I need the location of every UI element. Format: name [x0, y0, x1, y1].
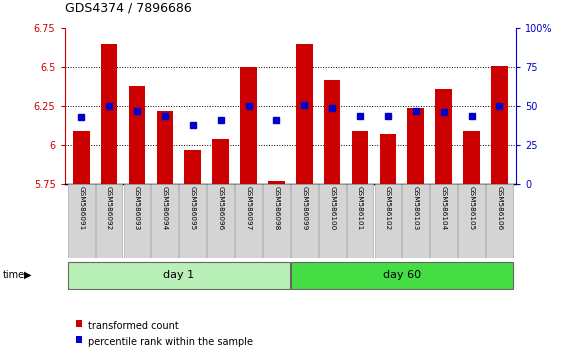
Text: GSM586096: GSM586096	[218, 186, 224, 230]
Bar	[435, 89, 452, 184]
Bar	[73, 131, 90, 184]
Bar	[486, 184, 513, 258]
Bar	[68, 262, 290, 289]
Text: GSM586095: GSM586095	[190, 186, 196, 230]
Bar	[207, 184, 234, 258]
Text: GSM586093: GSM586093	[134, 186, 140, 230]
Text: GSM586094: GSM586094	[162, 186, 168, 230]
Text: GSM586105: GSM586105	[468, 186, 475, 230]
Text: day 1: day 1	[163, 270, 194, 280]
Bar	[319, 184, 346, 258]
Bar	[458, 184, 485, 258]
Bar	[463, 131, 480, 184]
Bar	[240, 67, 257, 184]
Text: percentile rank within the sample: percentile rank within the sample	[88, 337, 253, 347]
Text: GSM586097: GSM586097	[246, 186, 251, 230]
Text: GSM586099: GSM586099	[301, 186, 307, 230]
Bar	[375, 184, 401, 258]
Bar	[352, 131, 369, 184]
Bar	[407, 108, 424, 184]
Bar	[128, 86, 145, 184]
Bar	[291, 262, 513, 289]
Bar	[180, 184, 206, 258]
Bar	[324, 80, 341, 184]
Bar	[157, 111, 173, 184]
Text: GSM586104: GSM586104	[440, 186, 447, 230]
Bar	[212, 139, 229, 184]
Bar	[101, 44, 117, 184]
Text: GSM586092: GSM586092	[106, 186, 112, 230]
Text: day 60: day 60	[383, 270, 421, 280]
Bar	[347, 184, 374, 258]
Text: GSM586101: GSM586101	[357, 186, 363, 230]
Text: GSM586091: GSM586091	[78, 186, 84, 230]
Text: ▶: ▶	[24, 270, 31, 280]
Bar	[268, 181, 285, 184]
Bar	[96, 184, 122, 258]
Bar	[291, 184, 318, 258]
Bar	[491, 66, 508, 184]
Text: GSM586106: GSM586106	[496, 186, 503, 230]
Bar	[430, 184, 457, 258]
Text: transformed count: transformed count	[88, 321, 179, 331]
Text: time: time	[3, 270, 25, 280]
Bar	[151, 184, 178, 258]
Bar	[402, 184, 429, 258]
Bar	[296, 44, 312, 184]
Text: GSM586098: GSM586098	[273, 186, 279, 230]
Bar	[235, 184, 262, 258]
Text: GSM586100: GSM586100	[329, 186, 335, 230]
Text: GSM586103: GSM586103	[413, 186, 419, 230]
Text: GSM586102: GSM586102	[385, 186, 391, 230]
Bar	[185, 150, 201, 184]
Bar	[380, 134, 396, 184]
Bar	[68, 184, 95, 258]
Text: GDS4374 / 7896686: GDS4374 / 7896686	[65, 1, 191, 14]
Bar	[123, 184, 150, 258]
Bar	[263, 184, 290, 258]
